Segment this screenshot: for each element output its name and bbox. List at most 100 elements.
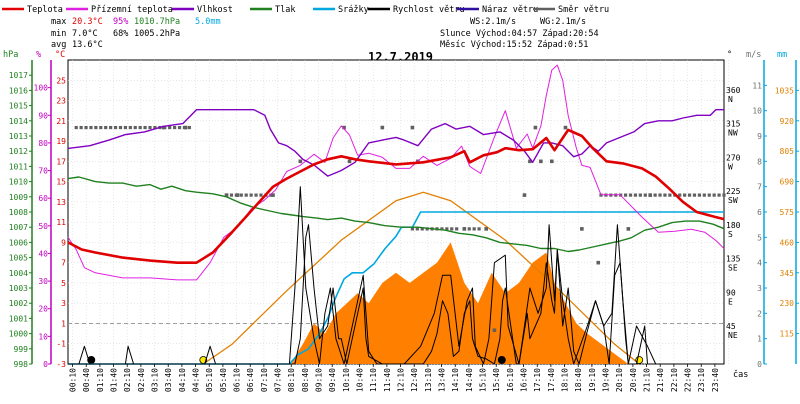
wind-tick-label: 7 [757,183,762,192]
wind-direction-point [104,125,108,130]
wind-direction-point [638,193,642,197]
x-tick-label: 12:40 [410,368,419,392]
info-moon: Měsíc Východ:15:52 Západ:0:51 [440,40,588,50]
x-tick-label: 22:10 [670,368,679,392]
wind-direction-point [182,125,187,130]
stats-max-rain: 5.0mm [195,17,221,27]
wind-tick-label: 9 [757,132,762,141]
wind-direction-point [717,193,721,197]
stats-max-press: 1010.7hPa [134,17,180,27]
humidity-tick-label: 40 [38,249,48,258]
wind-direction-point [643,193,647,197]
direction-letter-label: NW [728,129,738,138]
wind-direction-point [702,193,706,197]
axis-unit-ms: m/s [746,50,761,60]
series-p-zemn-teplota [67,64,725,281]
wind-tick-label: 6 [757,208,762,217]
wind-direction-point [580,227,584,231]
wind-direction-point [626,227,631,231]
info-wg: WG:2.1m/s [540,17,586,27]
wind-direction-point [658,193,662,197]
wind-tick-label: 3 [757,284,762,293]
wind-direction-point [234,193,238,197]
humidity-tick-label: 0 [43,360,48,369]
temperature-tick-label: 25 [56,76,66,85]
temperature-tick-label: 9 [61,238,66,247]
wind-direction-point [648,193,652,197]
series-teplota [67,128,725,264]
wind-direction-point [550,159,554,164]
wind-direction-point [539,159,543,164]
x-tick-label: 08:10 [287,368,296,392]
wind-direction-point [440,227,444,231]
wind-direction-point [484,227,488,231]
pressure-tick-label: 1004 [9,269,28,278]
legend: Teplota Přízemní teplota Vlhkost Tlak Srážky… [2,5,609,15]
wind-tick-label: 8 [757,157,762,166]
pressure-tick-label: 1001 [9,314,28,323]
info-ws: WS:2.1m/s [470,17,516,27]
axis-unit-deg: ° [727,50,732,60]
x-tick-label: 02:40 [137,368,146,392]
x-tick-label: 00:10 [69,368,78,392]
info-sun: Slunce Východ:04:57 Západ:20:54 [440,29,599,39]
legend-label: Vlhkost [197,5,233,15]
wind-direction-point [492,328,497,333]
wind-direction-point [113,125,118,130]
temperature-tick-label: 3 [61,299,66,308]
wind-direction-point [148,125,152,130]
temperature-tick-label: 17 [56,157,66,166]
wind-direction-point [163,125,167,130]
x-tick-label: 03:10 [151,368,160,392]
direction-letter-label: S [728,230,733,239]
axes: hPa% °C ° m/s mm1017101610151014101310121011… [3,50,799,369]
series-vlhkost [67,109,724,177]
wind-tick-label: 4 [757,259,762,268]
humidity-tick-label: 80 [38,139,48,148]
direction-letter-label: SW [728,196,738,205]
wind-direction-point [467,227,471,231]
wind-direction-point [239,193,243,197]
wind-direction-point [687,193,692,197]
x-tick-label: 02:10 [123,368,132,392]
pressure-tick-label: 1017 [9,71,28,80]
stats-min-label: min [51,29,66,39]
wind-direction-point [128,125,132,130]
x-tick-label: 07:10 [260,368,269,392]
rain-tick-label: 575 [780,208,795,217]
wind-direction-point [445,227,449,231]
wind-tick-label: 1 [757,335,762,344]
wind-direction-point [380,125,385,130]
wind-direction-point [633,193,638,197]
wind-direction-point [410,125,415,130]
temperature-tick-label: -3 [56,360,66,369]
wind-direction-point [663,193,667,197]
pressure-tick-label: 1009 [9,193,28,202]
x-tick-label: 15:10 [479,368,488,392]
pressure-tick-label: 1013 [9,132,28,141]
x-tick-label: 03:40 [164,368,173,392]
stats-avg-temp: 13.6°C [72,40,103,50]
wind-direction-point [420,227,424,231]
wind-direction-point [118,125,123,130]
wind-direction-point [89,125,93,130]
x-tick-label: 09:40 [328,368,337,392]
wind-direction-point [173,125,177,130]
temperature-tick-label: 23 [56,97,66,106]
humidity-tick-label: 100 [34,84,49,93]
x-tick-label: 12:10 [397,368,406,392]
rain-tick-label: 460 [780,238,795,247]
humidity-tick-label: 30 [38,277,48,286]
x-tick-label: 18:40 [574,368,583,392]
x-axis-unit: čas [733,369,748,380]
wind-direction-point [347,159,352,164]
wind-direction-point [596,260,601,265]
series-lines [67,64,725,365]
wind-direction-point [533,125,538,130]
axis-unit-hpa: hPa [3,50,18,60]
direction-letter-label: E [728,297,733,306]
wind-tick-label: 11 [752,81,762,90]
rain-tick-label: 920 [780,117,795,126]
x-tick-label: 20:10 [615,368,624,392]
